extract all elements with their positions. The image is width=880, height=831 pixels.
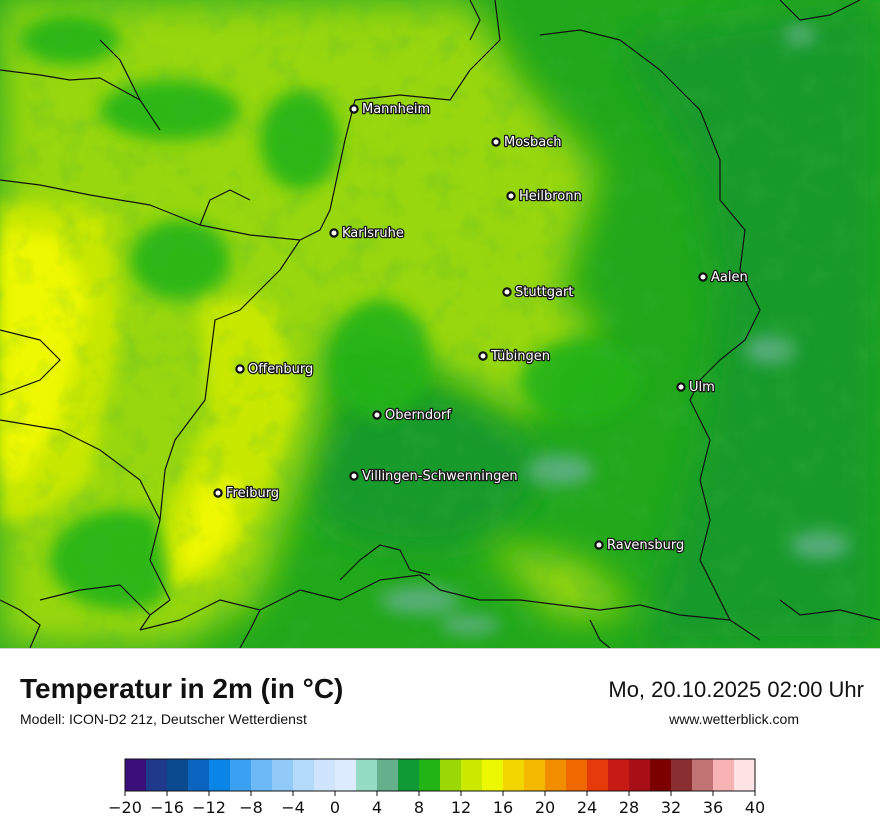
city-dot bbox=[491, 137, 501, 147]
city-label: Ulm bbox=[689, 380, 715, 395]
city-dot bbox=[213, 488, 223, 498]
city-markers: Mannheim Mosbach Heilbronn Karlsruhe Aalen St… bbox=[213, 101, 749, 554]
map-title: Temperatur in 2m (in °C) bbox=[20, 673, 344, 704]
legend-swatch bbox=[692, 759, 714, 791]
city-dot bbox=[698, 272, 708, 282]
legend-tick-label: 40 bbox=[745, 798, 765, 817]
city-ravensburg[interactable]: Ravensburg bbox=[594, 537, 686, 554]
city-label: Villingen-Schwenningen bbox=[362, 469, 518, 484]
legend-swatch bbox=[314, 759, 336, 791]
city-label: Freiburg bbox=[226, 486, 279, 501]
city-label: Ravensburg bbox=[607, 538, 684, 553]
city-label: Oberndorf bbox=[385, 408, 451, 423]
legend-swatch bbox=[251, 759, 273, 791]
legend-swatch bbox=[440, 759, 462, 791]
color-legend: −20 −16 −12 −8 −4 0 4 8 12 16 20 24 28 32 36 40 bbox=[0, 755, 880, 827]
city-label: Heilbronn bbox=[519, 189, 582, 204]
legend-swatch bbox=[377, 759, 399, 791]
legend-swatch bbox=[230, 759, 252, 791]
city-freiburg[interactable]: Freiburg bbox=[213, 485, 280, 502]
legend-swatch bbox=[293, 759, 315, 791]
city-label: Aalen bbox=[711, 270, 748, 285]
city-dot bbox=[594, 540, 604, 550]
legend-tick-label: 32 bbox=[661, 798, 681, 817]
legend-tick-label: 16 bbox=[493, 798, 513, 817]
legend-swatch bbox=[335, 759, 357, 791]
city-dot bbox=[349, 471, 359, 481]
city-t-bingen[interactable]: Tübingen bbox=[478, 348, 551, 365]
legend-swatch bbox=[524, 759, 546, 791]
website-link[interactable]: www.wetterblick.com bbox=[669, 711, 799, 727]
legend-tick-label: 24 bbox=[577, 798, 597, 817]
legend-swatch bbox=[461, 759, 483, 791]
legend-tick-label: 4 bbox=[372, 798, 382, 817]
legend-swatch bbox=[209, 759, 231, 791]
legend-swatch bbox=[188, 759, 210, 791]
city-heilbronn[interactable]: Heilbronn bbox=[506, 188, 583, 205]
legend-swatch bbox=[650, 759, 672, 791]
legend-bar: −20 −16 −12 −8 −4 0 4 8 12 16 20 24 28 32 36 40 bbox=[108, 758, 765, 817]
city-label: Mosbach bbox=[504, 135, 562, 150]
map-canvas: Mannheim Mosbach Heilbronn Karlsruhe Aalen St… bbox=[0, 0, 880, 648]
legend-swatch bbox=[419, 759, 441, 791]
city-dot bbox=[349, 104, 359, 114]
legend-swatch bbox=[482, 759, 504, 791]
legend-tick-label: 20 bbox=[535, 798, 555, 817]
city-label: Offenburg bbox=[248, 362, 313, 377]
legend-swatch bbox=[671, 759, 693, 791]
city-karlsruhe[interactable]: Karlsruhe bbox=[329, 225, 405, 242]
city-aalen[interactable]: Aalen bbox=[698, 269, 749, 286]
legend-swatch bbox=[503, 759, 525, 791]
legend-swatch bbox=[629, 759, 651, 791]
state-borders bbox=[0, 0, 880, 648]
city-offenburg[interactable]: Offenburg bbox=[235, 361, 315, 378]
city-dot bbox=[372, 410, 382, 420]
legend-tick-label: 12 bbox=[451, 798, 471, 817]
legend-swatch bbox=[545, 759, 567, 791]
legend-tick-label: 36 bbox=[703, 798, 723, 817]
temperature-map[interactable]: Mannheim Mosbach Heilbronn Karlsruhe Aalen St… bbox=[0, 0, 880, 648]
legend-swatch bbox=[146, 759, 168, 791]
city-dot bbox=[329, 228, 339, 238]
legend-swatch bbox=[713, 759, 735, 791]
city-oberndorf[interactable]: Oberndorf bbox=[372, 407, 453, 424]
city-label: Mannheim bbox=[362, 102, 430, 117]
city-label: Tübingen bbox=[490, 349, 550, 364]
map-footer: Temperatur in 2m (in °C) Modell: ICON-D2… bbox=[0, 648, 880, 831]
legend-swatch bbox=[125, 759, 147, 791]
legend-swatch bbox=[356, 759, 378, 791]
legend-tick-label: −16 bbox=[150, 798, 184, 817]
legend-swatch bbox=[566, 759, 588, 791]
legend-swatch bbox=[398, 759, 420, 791]
city-label: Karlsruhe bbox=[342, 226, 404, 241]
legend-swatch bbox=[734, 759, 756, 791]
city-stuttgart[interactable]: Stuttgart bbox=[502, 284, 575, 301]
legend-tick-label: −4 bbox=[281, 798, 305, 817]
legend-tick-label: −8 bbox=[239, 798, 263, 817]
city-ulm[interactable]: Ulm bbox=[676, 379, 716, 396]
legend-tick-label: −12 bbox=[192, 798, 226, 817]
city-dot bbox=[676, 382, 686, 392]
legend-tick-label: 8 bbox=[414, 798, 424, 817]
city-dot bbox=[506, 191, 516, 201]
city-dot bbox=[235, 364, 245, 374]
legend-tick-label: 28 bbox=[619, 798, 639, 817]
legend-tick-label: −20 bbox=[108, 798, 142, 817]
city-mannheim[interactable]: Mannheim bbox=[349, 101, 431, 118]
forecast-datetime: Mo, 20.10.2025 02:00 Uhr bbox=[608, 677, 864, 702]
legend-swatch bbox=[608, 759, 630, 791]
city-villingen-schwenningen[interactable]: Villingen-Schwenningen bbox=[349, 468, 519, 485]
legend-swatch bbox=[167, 759, 189, 791]
city-label: Stuttgart bbox=[515, 285, 573, 300]
legend-swatch bbox=[587, 759, 609, 791]
legend-frame bbox=[124, 758, 756, 792]
city-dot bbox=[502, 287, 512, 297]
city-dot bbox=[478, 351, 488, 361]
legend-tick-label: 0 bbox=[330, 798, 340, 817]
model-source: Modell: ICON-D2 21z, Deutscher Wetterdie… bbox=[20, 711, 307, 727]
field-texture bbox=[0, 0, 880, 648]
city-mosbach[interactable]: Mosbach bbox=[491, 134, 563, 151]
legend-swatch bbox=[272, 759, 294, 791]
